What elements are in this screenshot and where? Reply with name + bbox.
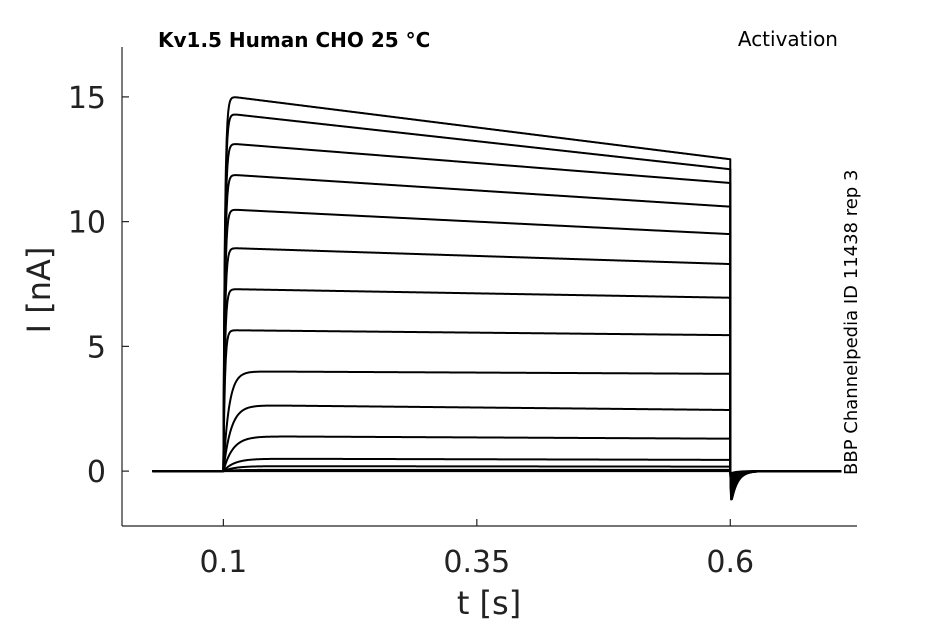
y-tick-label: 15 [68,81,106,116]
current-trace [152,370,842,487]
y-ticks: 0 5 10 15 [68,81,129,490]
current-traces [152,96,842,501]
y-tick-label: 5 [87,330,106,365]
current-trace [152,113,842,499]
current-trace [152,247,842,492]
x-tick-label: 0.6 [706,545,754,580]
axes [121,47,857,527]
source-label: BBP Channelpedia ID 11438 rep 3 [841,170,862,475]
x-tick-label: 0.1 [200,545,248,580]
current-trace [152,96,842,501]
x-ticks: 0.1 0.35 0.6 [200,519,754,580]
chart-title: Kv1.5 Human CHO 25 °C [158,28,430,52]
y-tick-label: 0 [87,455,106,490]
x-axis-label: t [s] [457,584,521,622]
y-axis-label: I [nA] [20,247,58,334]
y-tick-label: 10 [68,206,106,241]
x-tick-label: 0.35 [443,545,510,580]
current-trace [152,143,842,497]
protocol-label: Activation [738,27,838,51]
current-trace [152,208,842,494]
